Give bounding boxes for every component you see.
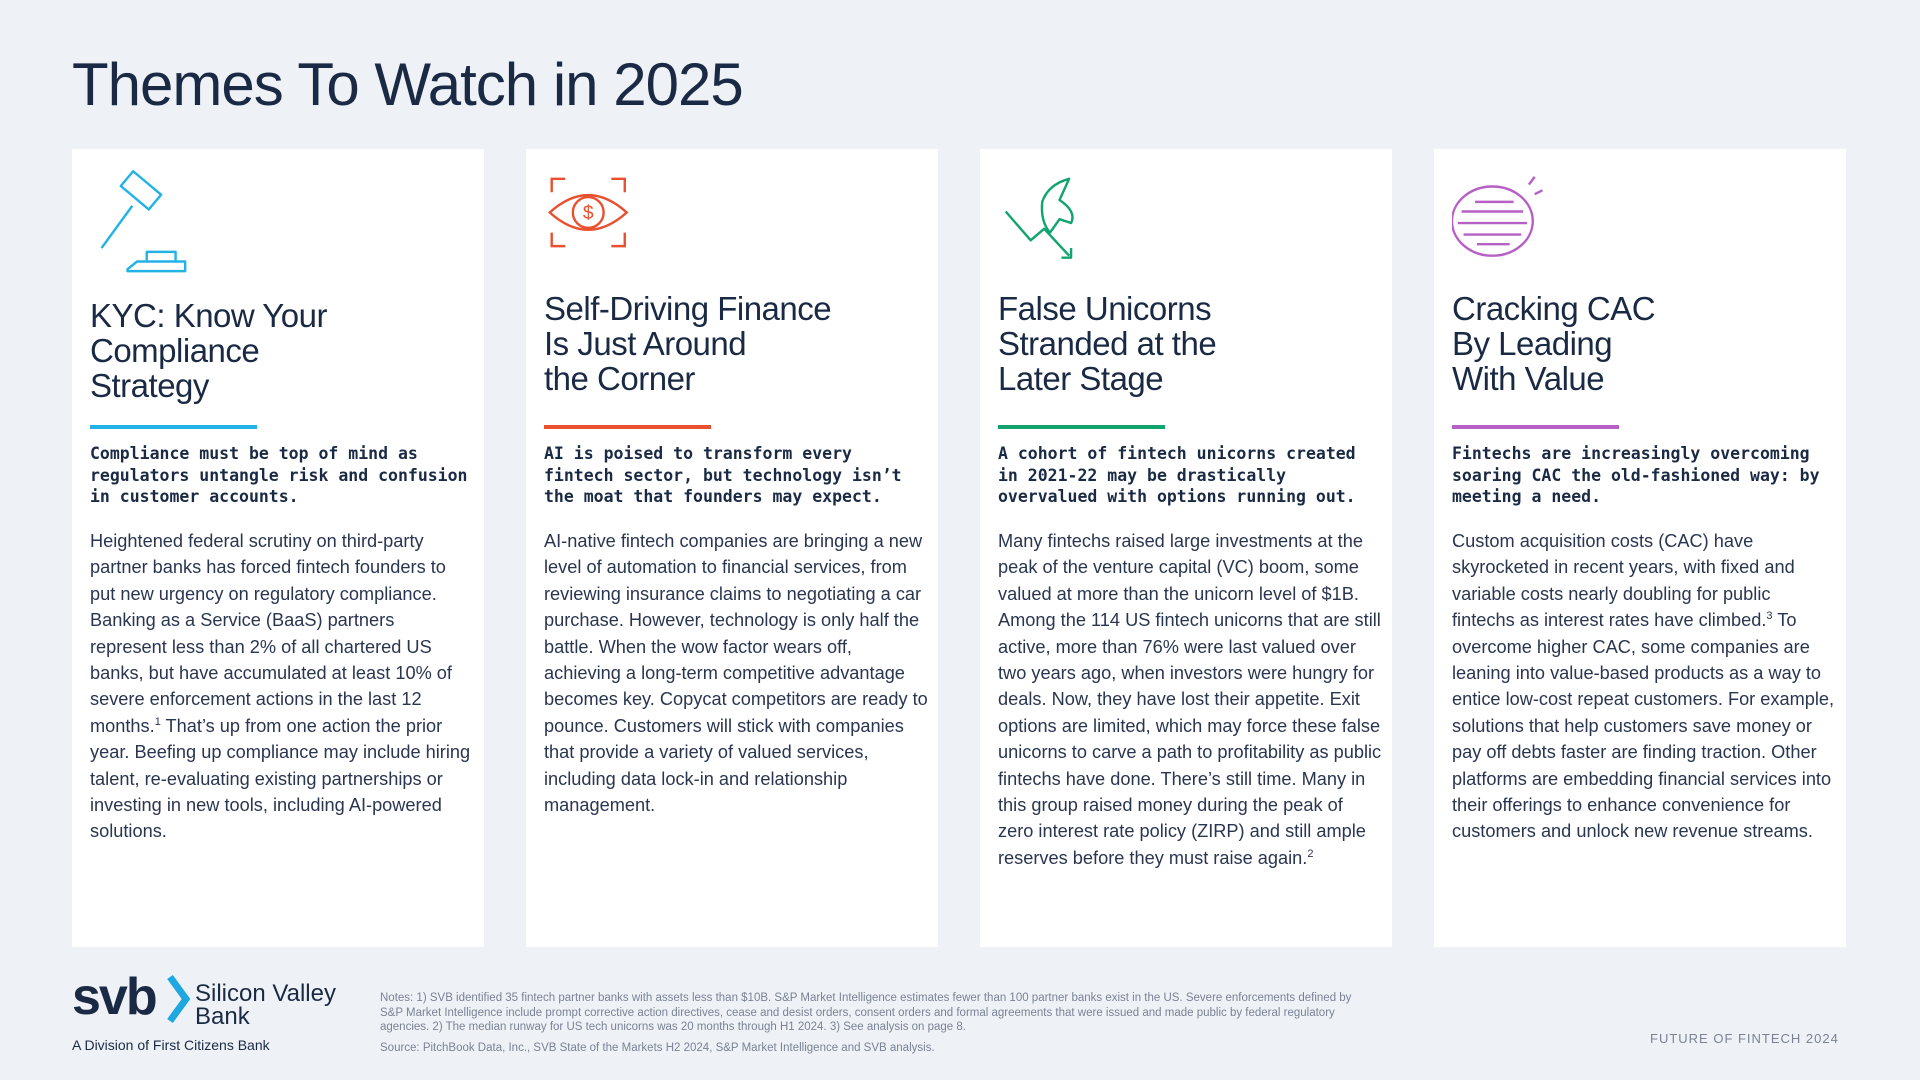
- card-title-line: Strategy: [90, 367, 209, 404]
- logo-name: Silicon Valley Bank: [195, 980, 336, 1030]
- card-subtitle: Fintechs are increasingly overcoming soa…: [1452, 444, 1820, 506]
- card-title-line: Self-Driving Finance: [544, 290, 832, 327]
- card-body: AI-native fintech companies are bringing…: [544, 528, 929, 818]
- footnote-ref: 3: [1766, 610, 1773, 623]
- body-text: To overcome higher CAC, some companies a…: [1452, 610, 1835, 842]
- report-name: FUTURE OF FINTECH 2024: [1650, 1031, 1839, 1046]
- card-title-line: By Leading: [1452, 325, 1613, 362]
- card-title-line: False Unicorns: [998, 290, 1212, 327]
- card-subtitle: Compliance must be top of mind as regula…: [90, 444, 468, 506]
- card: False Unicorns Stranded at the Later Stage…: [980, 149, 1392, 947]
- card-rule: [90, 425, 257, 429]
- logo-name-line: Bank: [195, 1003, 250, 1030]
- card-rule: [998, 425, 1165, 429]
- source: Source: PitchBook Data, Inc., SVB State …: [380, 1042, 935, 1054]
- notes: Notes: 1) SVB identified 35 fintech part…: [380, 992, 1352, 1033]
- page-title: Themes To Watch in 2025: [72, 51, 744, 118]
- body-text: That’s up from one action the prior year…: [90, 715, 471, 842]
- card-body: Custom acquisition costs (CAC) have skyr…: [1452, 528, 1837, 845]
- logo-chevron: [167, 974, 191, 1024]
- card-title-line: the Corner: [544, 360, 695, 397]
- logo-name-line: Silicon Valley: [195, 980, 336, 1007]
- card-title-line: Cracking CAC: [1452, 290, 1656, 327]
- logo-mark: svb: [72, 968, 158, 1026]
- card-title-line: Later Stage: [998, 360, 1164, 397]
- card-rule: [544, 425, 711, 429]
- card-body: Many fintechs raised large investments a…: [998, 528, 1383, 871]
- card-body: Heightened federal scrutiny on third-par…: [90, 528, 475, 845]
- svg-text:$: $: [583, 203, 594, 224]
- card: KYC: Know Your Compliance Strategy Complian…: [72, 149, 484, 947]
- card-title: Self-Driving Finance Is Just Around the Co…: [544, 290, 832, 397]
- card-title: KYC: Know Your Compliance Strategy: [90, 297, 328, 404]
- logo-division: A Division of First Citizens Bank: [72, 1037, 270, 1053]
- body-text: Heightened federal scrutiny on third-par…: [90, 531, 452, 736]
- card: Cracking CAC By Leading With Value Fintechs…: [1434, 149, 1846, 947]
- footnote-ref: 2: [1307, 847, 1314, 860]
- body-text: Custom acquisition costs (CAC) have skyr…: [1452, 531, 1795, 631]
- card-title-line: Compliance: [90, 332, 260, 369]
- footnote-ref: 1: [154, 715, 161, 728]
- card-title-line: Stranded at the: [998, 325, 1217, 362]
- card-icon: [1004, 177, 1074, 259]
- card-icon: [1452, 176, 1543, 257]
- card-title-line: KYC: Know Your: [90, 297, 328, 334]
- card-icon: [100, 170, 187, 273]
- card-title-line: Is Just Around: [544, 325, 747, 362]
- body-text: Many fintechs raised large investments a…: [998, 531, 1382, 868]
- card-icon: $: [547, 177, 629, 248]
- card-title-line: With Value: [1452, 360, 1605, 397]
- card-rule: [1452, 425, 1619, 429]
- card-subtitle: AI is poised to transform every fintech …: [544, 444, 902, 506]
- body-text: AI-native fintech companies are bringing…: [544, 531, 928, 816]
- card-subtitle: A cohort of fintech unicorns created in …: [998, 444, 1356, 506]
- card-title: Cracking CAC By Leading With Value: [1452, 290, 1656, 397]
- card: $ Self-Driving Finance Is Just Around the C…: [526, 149, 938, 947]
- card-title: False Unicorns Stranded at the Later Stage: [998, 290, 1217, 397]
